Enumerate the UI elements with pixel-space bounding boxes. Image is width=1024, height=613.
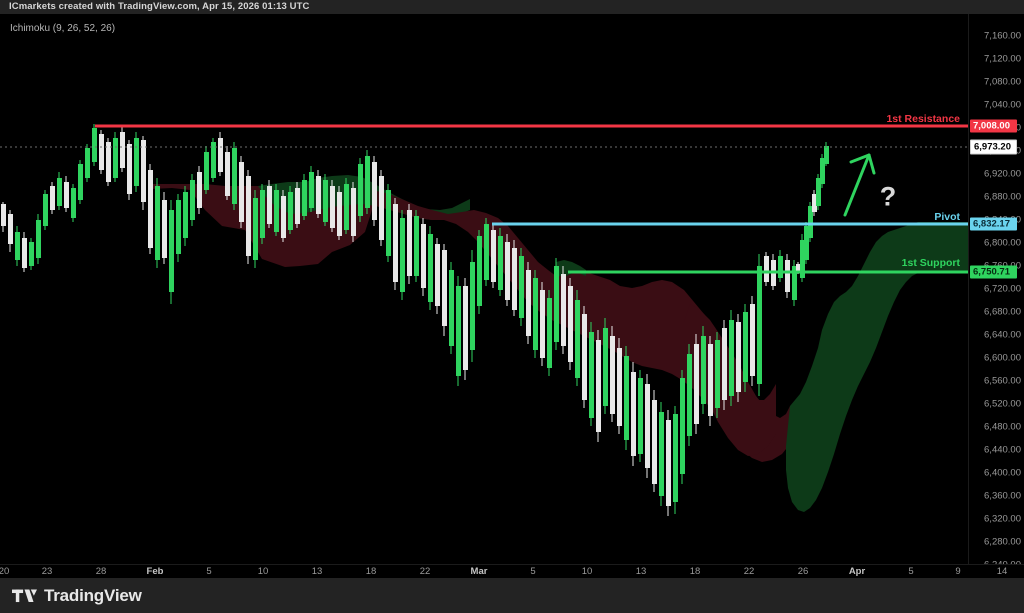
footer-bar: TradingView: [0, 578, 1024, 613]
price-tick: 7,080.00: [984, 76, 1021, 88]
price-tick: 6,280.00: [984, 536, 1021, 548]
support-label: 1st Support: [901, 257, 960, 269]
tradingview-logo[interactable]: TradingView: [12, 586, 142, 606]
price-tick: 6,360.00: [984, 490, 1021, 502]
time-tick: 28: [95, 566, 107, 577]
time-tick: Feb: [146, 566, 164, 577]
time-tick: 5: [908, 566, 914, 577]
price-tick: 7,160.00: [984, 30, 1021, 42]
candle-group-feb: [253, 150, 531, 386]
price-tick: 6,800.00: [984, 237, 1021, 249]
ichimoku-cloud-bear-2: [372, 190, 790, 462]
resistance-label: 1st Resistance: [886, 113, 960, 125]
support-price-tag[interactable]: 6,750.71: [970, 265, 1017, 279]
header-bar: ICmarkets created with TradingView.com, …: [0, 0, 1024, 14]
price-tick: 6,520.00: [984, 398, 1021, 410]
price-tick: 6,480.00: [984, 421, 1021, 433]
time-tick: 13: [311, 566, 323, 577]
time-tick: 18: [365, 566, 377, 577]
time-tick: 13: [635, 566, 647, 577]
time-tick: 18: [689, 566, 701, 577]
price-tick: 6,920.00: [984, 168, 1021, 180]
tradingview-logo-icon: [12, 589, 37, 602]
bullish-arrow-icon: [843, 153, 876, 217]
price-tick: 6,440.00: [984, 444, 1021, 456]
price-tick: 7,120.00: [984, 53, 1021, 65]
price-chart-svg: [0, 14, 968, 564]
time-axis[interactable]: 20 23 28 Feb 5 10 13 18 22 Mar 5 10 13 1…: [0, 564, 1024, 579]
candle-group-jan: [1, 124, 251, 304]
resistance-price-tag[interactable]: 7,008.00: [970, 119, 1017, 133]
time-tick: 10: [581, 566, 593, 577]
pivot-label: Pivot: [934, 211, 960, 223]
time-tick: Apr: [848, 566, 866, 577]
question-mark-annotation: ?: [879, 181, 897, 212]
candlestick-series: [1, 124, 829, 516]
price-tick: 6,880.00: [984, 191, 1021, 203]
price-tick: 6,640.00: [984, 329, 1021, 341]
candle-group-mar: [533, 254, 762, 516]
price-tick: 7,040.00: [984, 99, 1021, 111]
price-axis[interactable]: 7,160.00 7,120.00 7,080.00 7,040.00 7,00…: [968, 14, 1024, 571]
price-tick: 6,680.00: [984, 306, 1021, 318]
time-tick: 5: [530, 566, 536, 577]
time-tick: 22: [743, 566, 755, 577]
chart-frame: Ichimoku (9, 26, 52, 26) 1st Resistance …: [0, 14, 1024, 579]
tradingview-wordmark: TradingView: [44, 586, 142, 605]
time-tick: 20: [0, 566, 10, 577]
ichimoku-cloud-bull-2: [786, 222, 968, 512]
price-tick: 6,600.00: [984, 352, 1021, 364]
indicator-legend[interactable]: Ichimoku (9, 26, 52, 26): [10, 23, 116, 34]
price-tick: 6,400.00: [984, 467, 1021, 479]
price-tick: 6,320.00: [984, 513, 1021, 525]
time-tick: 5: [206, 566, 212, 577]
chart-plot-area[interactable]: Ichimoku (9, 26, 52, 26) 1st Resistance …: [0, 14, 968, 564]
current-price-tag[interactable]: 6,973.20: [970, 139, 1017, 155]
time-tick: 26: [797, 566, 809, 577]
time-tick: 10: [257, 566, 269, 577]
time-tick: 14: [996, 566, 1008, 577]
attribution-text: ICmarkets created with TradingView.com, …: [9, 1, 310, 12]
price-tick: 6,720.00: [984, 283, 1021, 295]
time-tick: 22: [419, 566, 431, 577]
time-tick: 9: [955, 566, 961, 577]
price-tick: 6,560.00: [984, 375, 1021, 387]
pivot-price-tag[interactable]: 6,832.17: [970, 217, 1017, 231]
time-tick: Mar: [470, 566, 488, 577]
time-tick: 23: [41, 566, 53, 577]
